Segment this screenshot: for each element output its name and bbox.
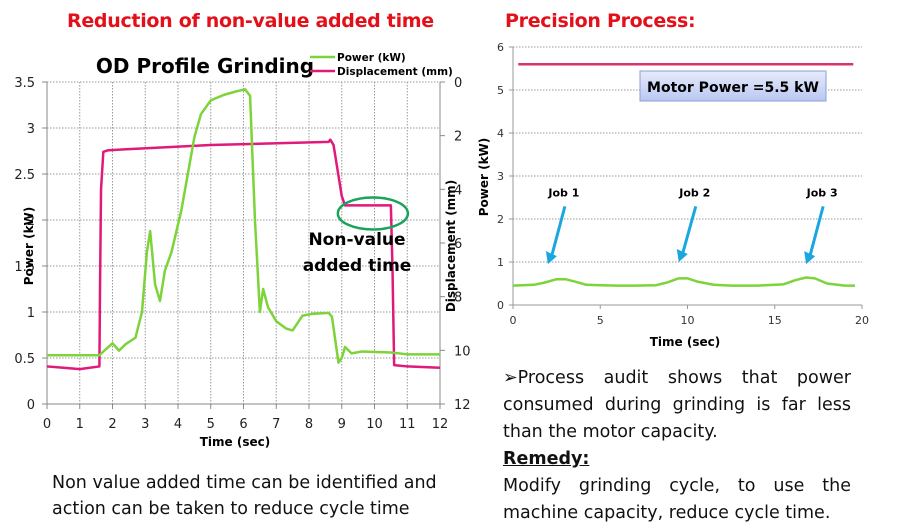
y-tick-label: 2 (27, 214, 35, 229)
annotation-line1: Non-value (308, 230, 405, 250)
job-arrow-head-icon (804, 251, 816, 265)
left-chart-y2label: Displacement (mm) (444, 180, 458, 312)
right-heading: Precision Process: (505, 10, 696, 32)
y-tick-label: 2 (497, 213, 504, 226)
y-tick-label: 6 (497, 41, 504, 54)
motor-power-label: Motor Power =5.5 kW (647, 80, 819, 96)
y-tick-label: 5 (497, 84, 504, 97)
x-tick-label: 9 (338, 417, 346, 432)
precision-process-chart: 0 1 2 3 4 5 6 0 5 10 15 20 Job 1 Job 2 Job 3 Time (se… (477, 41, 869, 349)
right-chart-grid (513, 46, 862, 263)
legend-displacement-label: Displacement (mm) (337, 66, 453, 78)
x-tick-label: 8 (305, 417, 313, 432)
right-text-block: ➢Process audit shows that power consumed… (503, 365, 851, 527)
x-tick-label: 10 (366, 417, 383, 432)
y2-tick-label: 0 (454, 76, 462, 91)
legend-power-label: Power (kW) (337, 52, 406, 64)
y2-tick-label: 2 (454, 130, 462, 145)
left-chart-ylabel: Power (kW) (22, 207, 36, 286)
x-tick-label: 12 (432, 417, 449, 432)
x-tick-label: 11 (399, 417, 416, 432)
job-arrow-icon (550, 206, 567, 256)
left-caption-line2: action can be taken to reduce cycle time (52, 499, 410, 519)
right-chart-ylabel: Power (kW) (477, 138, 491, 217)
job-label: Job 2 (678, 186, 710, 199)
x-tick-label: 20 (855, 314, 869, 327)
x-tick-label: 10 (681, 314, 695, 327)
annotation-line2: added time (303, 256, 412, 276)
audit-line2: consumed during grinding is far less (503, 395, 851, 415)
y2-tick-label: 4 (454, 183, 462, 198)
y2-tick-label: 10 (454, 344, 471, 359)
y-tick-label: 3 (497, 170, 504, 183)
right-chart-xlabel: Time (sec) (650, 335, 720, 349)
y2-tick-label: 12 (454, 398, 471, 413)
x-tick-label: 7 (272, 417, 280, 432)
y-tick-label: 1 (27, 306, 35, 321)
x-tick-label: 6 (239, 417, 247, 432)
x-tick-label: 1 (76, 417, 84, 432)
job-arrow-icon (808, 206, 825, 256)
job-label: Job 3 (806, 186, 838, 199)
right-chart-job-annotations: Job 1 Job 2 Job 3 (545, 186, 838, 265)
y2-tick-label: 8 (454, 291, 462, 306)
left-chart-legend: Power (kW) Displacement (mm) (310, 52, 453, 78)
y-tick-label: 4 (497, 127, 504, 140)
remedy-line2: machine capacity, reduce cycle time. (503, 503, 831, 523)
x-tick-label: 5 (207, 417, 215, 432)
left-caption-line1: Non value added time can be identified a… (52, 473, 437, 493)
job-arrow-head-icon (545, 251, 557, 265)
y-tick-label: 2.5 (14, 168, 35, 183)
remedy-line1: Modify grinding cycle, to use the (503, 476, 851, 496)
x-tick-label: 0 (510, 314, 517, 327)
power-line (47, 88, 440, 364)
x-tick-label: 0 (43, 417, 51, 432)
right-chart-series (512, 62, 856, 287)
left-caption: Non value added time can be identified a… (52, 470, 472, 522)
left-chart-title: OD Profile Grinding (96, 54, 314, 78)
y-tick-label: 0 (497, 299, 504, 312)
y-tick-label: 0.5 (14, 352, 35, 367)
non-value-ellipse (336, 196, 410, 231)
left-chart-series (46, 88, 441, 371)
left-chart-grid (47, 81, 441, 404)
audit-line3: than the motor capacity. (503, 422, 718, 442)
bullet-arrow-icon: ➢ (503, 368, 518, 388)
y2-tick-label: 6 (454, 237, 462, 252)
x-tick-label: 3 (141, 417, 149, 432)
y-tick-label: 0 (27, 398, 35, 413)
x-tick-label: 2 (108, 417, 116, 432)
x-tick-label: 15 (768, 314, 782, 327)
job-arrow-head-icon (676, 249, 688, 262)
right-chart-axes: 0 1 2 3 4 5 6 0 5 10 15 20 (497, 41, 869, 327)
y-tick-label: 3.5 (14, 76, 35, 91)
job-arrow-icon (681, 205, 698, 254)
x-tick-label: 4 (174, 417, 182, 432)
power-line (512, 276, 856, 287)
displacement-line (46, 138, 441, 371)
y-tick-label: 1 (497, 256, 504, 269)
job-label: Job 1 (547, 186, 579, 199)
left-chart-xlabel: Time (sec) (200, 435, 270, 449)
motor-power-box (639, 70, 827, 102)
left-heading: Reduction of non-value added time (67, 10, 434, 32)
y-tick-label: 1.5 (14, 260, 35, 275)
audit-line1: ➢Process audit shows that power (503, 368, 851, 388)
remedy-label: Remedy: (503, 449, 590, 469)
x-tick-label: 5 (597, 314, 604, 327)
y-tick-label: 3 (27, 122, 35, 137)
